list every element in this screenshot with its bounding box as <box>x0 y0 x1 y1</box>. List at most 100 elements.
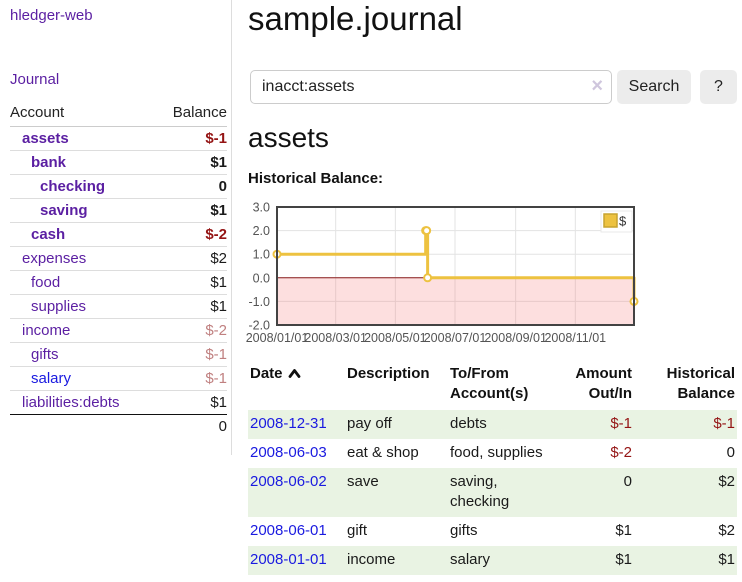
account-balance: $-2 <box>155 222 227 247</box>
account-link-salary[interactable]: salary <box>31 370 72 387</box>
svg-text:3.0: 3.0 <box>253 201 270 215</box>
transaction-balance: $-1 <box>634 410 737 439</box>
sort-ascending-icon <box>288 369 300 378</box>
account-balance: $2 <box>155 246 227 271</box>
transaction-description: income <box>345 546 448 575</box>
account-row: liabilities:debts $1 <box>10 390 227 415</box>
transaction-date-link[interactable]: 2008-01-01 <box>250 551 327 568</box>
register-table: Date Description To/From Account(s) Amou… <box>248 362 737 575</box>
transaction-accounts: saving, checking <box>448 468 560 517</box>
register-header-row: Date Description To/From Account(s) Amou… <box>248 362 737 410</box>
account-link-bank[interactable]: bank <box>31 154 67 171</box>
transaction-description: eat & shop <box>347 444 419 461</box>
svg-text:1.0: 1.0 <box>253 248 270 262</box>
account-balance: $1 <box>155 198 227 223</box>
clear-search-icon[interactable]: × <box>591 75 603 97</box>
account-link-checking[interactable]: checking <box>40 178 106 195</box>
transaction-date-link[interactable]: 2008-06-03 <box>250 444 327 461</box>
transaction-balance: $2 <box>718 522 735 539</box>
account-link-expenses[interactable]: expenses <box>22 250 87 267</box>
account-balance: $-1 <box>155 126 227 151</box>
chart-title: Historical Balance: <box>248 170 384 187</box>
transaction-amount: $1 <box>615 522 632 539</box>
account-link-saving[interactable]: saving <box>40 202 88 219</box>
account-balance: 0 <box>155 174 227 199</box>
account-link-food[interactable]: food <box>31 274 61 291</box>
transaction-date-link[interactable]: 2008-06-01 <box>250 522 327 539</box>
account-row: saving $1 <box>10 198 227 223</box>
transaction-amount: $-1 <box>560 410 634 439</box>
transaction-description: gift <box>347 522 368 539</box>
svg-text:2008/11/01: 2008/11/01 <box>544 331 606 345</box>
account-row: checking 0 <box>10 174 227 199</box>
accounts-header-row: Account Balance <box>10 101 227 127</box>
accounts-table: Account Balance assets $-1 bank $1 check… <box>10 101 227 438</box>
account-row: salary $-1 <box>10 366 227 391</box>
search-box: × <box>250 70 612 104</box>
account-row: food $1 <box>10 270 227 295</box>
transaction-description: save <box>345 468 448 517</box>
account-link-supplies[interactable]: supplies <box>31 298 87 315</box>
transaction-balance: $1 <box>634 546 737 575</box>
account-link-assets[interactable]: assets <box>22 130 69 147</box>
transaction-accounts: debts <box>448 410 560 439</box>
account-row: income $-2 <box>10 318 227 343</box>
svg-text:2008/01/01: 2008/01/01 <box>246 331 309 345</box>
register-row: 2008-06-02 save saving, checking 0 $2 <box>248 468 737 517</box>
account-balance: $1 <box>155 294 227 319</box>
account-balance: $1 <box>155 270 227 295</box>
accounts-col-account: Account <box>10 101 156 127</box>
account-balance: $-1 <box>155 366 227 391</box>
account-link-gifts[interactable]: gifts <box>31 346 59 363</box>
sidebar-item-journal[interactable]: Journal <box>10 71 60 88</box>
accounts-col-balance: Balance <box>155 101 227 127</box>
search-button[interactable]: Search <box>617 70 691 104</box>
account-link-liabilities-debts[interactable]: liabilities:debts <box>22 394 120 411</box>
historical-balance-chart[interactable]: 3.0 2.0 1.0 0.0 -1.0 -2.02008/01/012008/03/01… <box>240 198 740 350</box>
account-link-income[interactable]: income <box>22 322 71 339</box>
svg-text:2008/07/01: 2008/07/01 <box>424 331 487 345</box>
transaction-balance: 0 <box>726 444 735 461</box>
transaction-accounts: food, supplies <box>450 444 543 461</box>
transaction-balance: $2 <box>634 468 737 517</box>
transaction-amount: 0 <box>560 468 634 517</box>
register-col-date[interactable]: Date <box>248 362 345 410</box>
transaction-description: pay off <box>345 410 448 439</box>
svg-text:2.0: 2.0 <box>253 224 270 238</box>
account-row: cash $-2 <box>10 222 227 247</box>
brand-link[interactable]: hledger-web <box>10 7 93 24</box>
account-row: gifts $-1 <box>10 342 227 367</box>
register-col-description: Description <box>347 365 430 382</box>
account-link-cash[interactable]: cash <box>31 226 66 243</box>
account-balance: $1 <box>155 390 227 415</box>
page-title: sample.journal <box>248 0 463 37</box>
account-balance: $-1 <box>155 342 227 367</box>
chart-legend-label: $ <box>619 214 627 229</box>
account-row: supplies $1 <box>10 294 227 319</box>
account-row: expenses $2 <box>10 246 227 271</box>
register-row: 2008-06-01 gift gifts $1 $2 <box>248 517 737 546</box>
transaction-accounts: gifts <box>450 522 478 539</box>
sidebar: hledger-web Journal Account Balance asse… <box>0 0 232 455</box>
accounts-total-row: 0 <box>10 415 227 439</box>
transaction-accounts: salary <box>448 546 560 575</box>
register-col-balance: Historical Balance <box>666 365 735 402</box>
register-col-amount: Amount Out/In <box>575 365 632 402</box>
register-row: 2008-06-03 eat & shop food, supplies $-2… <box>248 439 737 468</box>
transaction-date-link[interactable]: 2008-06-02 <box>250 473 327 490</box>
svg-text:2008/09/01: 2008/09/01 <box>484 331 547 345</box>
svg-text:2008/03/01: 2008/03/01 <box>304 331 367 345</box>
register-col-accounts: To/From Account(s) <box>450 365 529 402</box>
account-balance: $-2 <box>155 318 227 343</box>
svg-text:2008/05/01: 2008/05/01 <box>364 331 427 345</box>
account-row: bank $1 <box>10 150 227 175</box>
account-balance: $1 <box>155 150 227 175</box>
register-row: 2008-01-01 income salary $1 $1 <box>248 546 737 575</box>
accounts-total-value: 0 <box>218 418 227 435</box>
search-input[interactable] <box>250 70 612 104</box>
help-button[interactable]: ? <box>700 70 737 104</box>
svg-text:-2.0: -2.0 <box>248 319 270 333</box>
transaction-date-link[interactable]: 2008-12-31 <box>250 415 327 432</box>
account-heading: assets <box>248 122 329 153</box>
svg-text:-1.0: -1.0 <box>248 295 270 309</box>
